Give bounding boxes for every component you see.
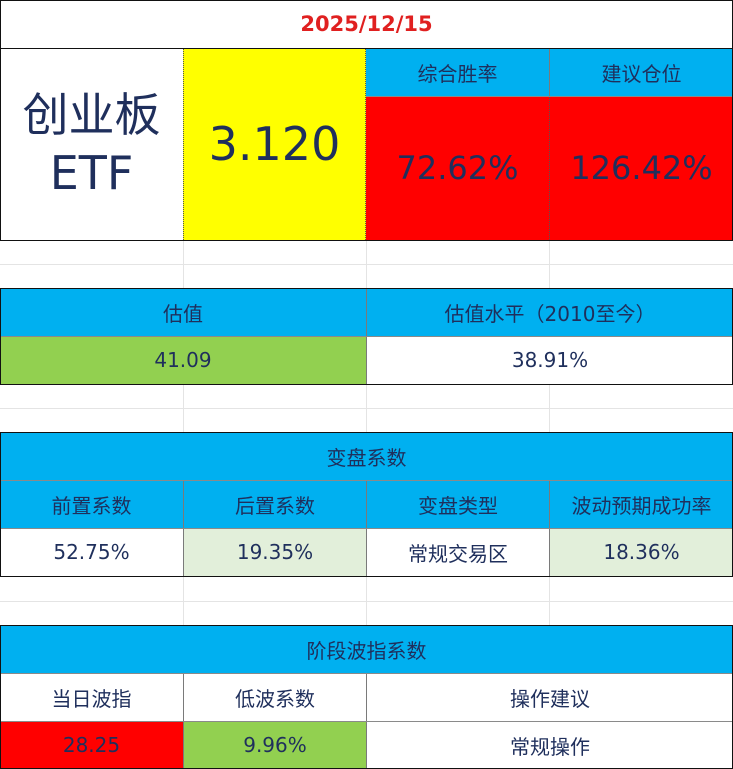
post-coefficient-value: 19.35% bbox=[183, 528, 366, 576]
success-rate-header: 波动预期成功率 bbox=[549, 480, 733, 528]
fund-name-line2: ETF bbox=[49, 146, 134, 200]
pre-coefficient-value: 52.75% bbox=[53, 540, 130, 564]
post-coefficient-header: 后置系数 bbox=[183, 480, 366, 528]
report-date: 2025/12/15 bbox=[300, 12, 433, 36]
valuation-value: 41.09 bbox=[0, 336, 366, 384]
turning-type-value: 常规交易区 bbox=[366, 528, 549, 576]
advice-header: 操作建议 bbox=[366, 673, 733, 721]
win-rate-label: 综合胜率 bbox=[366, 48, 549, 96]
valuation-level-value: 38.91% bbox=[366, 336, 733, 384]
position-label: 建议仓位 bbox=[549, 48, 733, 96]
valuation-level-label: 估值水平（2010至今） bbox=[366, 288, 733, 336]
fund-name-line1: 创业板 bbox=[22, 88, 161, 142]
turning-title: 变盘系数 bbox=[0, 432, 733, 480]
daily-wave-value: 28.25 bbox=[0, 721, 183, 769]
fund-name: 创业板 ETF bbox=[0, 48, 183, 240]
low-wave-header: 低波系数 bbox=[183, 673, 366, 721]
wave-title: 阶段波指系数 bbox=[0, 625, 733, 673]
position-value: 126.42% bbox=[549, 96, 733, 240]
success-rate-value: 18.36% bbox=[549, 528, 733, 576]
low-wave-value: 9.96% bbox=[183, 721, 366, 769]
daily-wave-header: 当日波指 bbox=[51, 686, 132, 711]
turning-type-header: 变盘类型 bbox=[366, 480, 549, 528]
fund-price: 3.120 bbox=[183, 48, 366, 240]
win-rate-value: 72.62% bbox=[366, 96, 549, 240]
advice-value: 常规操作 bbox=[366, 721, 733, 769]
valuation-label: 估值 bbox=[0, 288, 366, 336]
pre-coefficient-header: 前置系数 bbox=[0, 480, 183, 528]
